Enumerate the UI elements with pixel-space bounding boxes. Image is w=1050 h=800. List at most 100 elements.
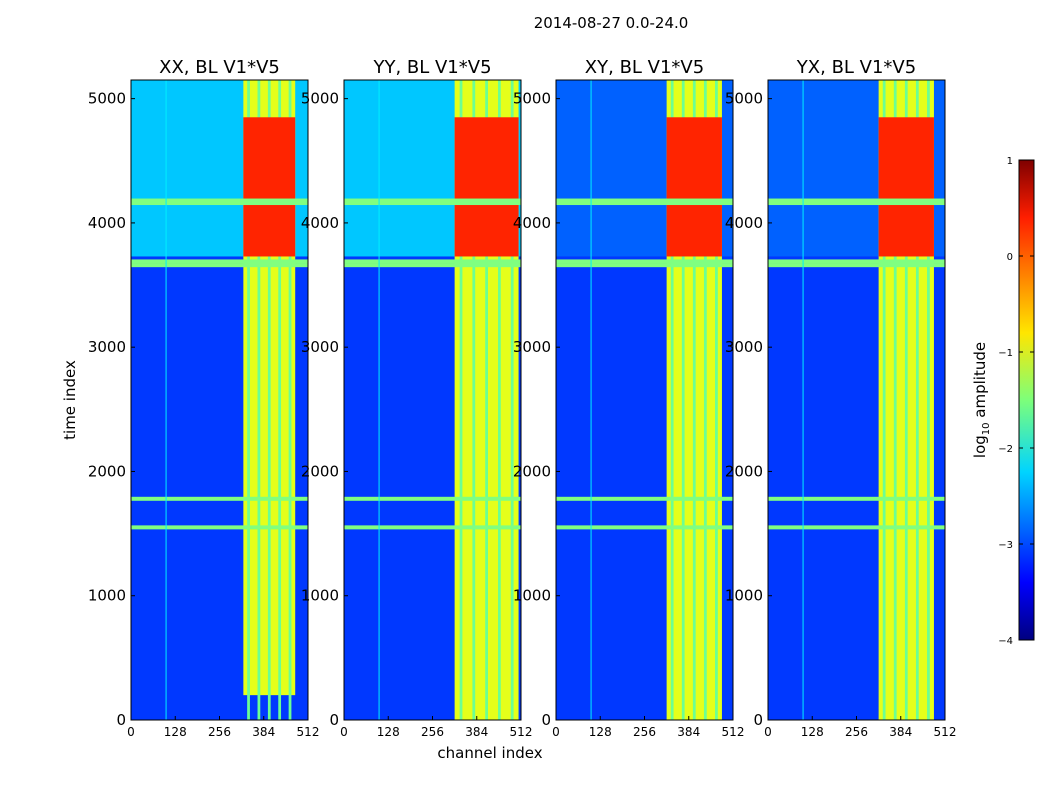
rfi-row (556, 496, 733, 501)
x-tick-label: 256 (845, 725, 868, 739)
band-stripe (703, 80, 707, 720)
y-tick-label: 1000 (725, 587, 763, 605)
colorbar-tick-label: −3 (998, 540, 1013, 551)
band-stripe (459, 80, 463, 720)
rfi-row (768, 259, 945, 264)
heatmap-image (768, 80, 945, 720)
band-hot-region (454, 117, 519, 257)
y-tick-label: 5000 (88, 90, 126, 108)
colorbar-tick-label: −2 (998, 444, 1013, 455)
panel-title: XX, BL V1*V5 (159, 57, 280, 78)
y-tick-label: 2000 (88, 462, 126, 480)
rfi-row (344, 198, 521, 203)
rfi-row (768, 525, 945, 530)
channel-line (378, 80, 380, 720)
band-stripe (681, 80, 685, 720)
x-tick-label: 128 (801, 725, 824, 739)
y-tick-label: 5000 (725, 90, 763, 108)
rfi-row (131, 525, 308, 530)
y-tick-label: 5000 (301, 90, 339, 108)
y-tick-label: 3000 (513, 338, 551, 356)
colorbar-label: log10 amplitude (971, 342, 992, 458)
band-stripe (267, 80, 271, 720)
colorbar-tick-label: −4 (998, 636, 1013, 647)
colorbar-label-prefix: log (971, 435, 989, 458)
y-tick-label: 4000 (88, 214, 126, 232)
rfi-row (131, 263, 308, 268)
x-tick-label: 384 (677, 725, 700, 739)
rfi-row (344, 525, 521, 530)
y-axis-label: time index (61, 360, 79, 440)
panel-title: YX, BL V1*V5 (796, 57, 916, 78)
y-tick-label: 5000 (513, 90, 551, 108)
y-tick-label: 3000 (301, 338, 339, 356)
band-stripe (498, 80, 501, 720)
band-stripe (247, 80, 250, 720)
band-stripe (882, 80, 886, 720)
rfi-row (131, 496, 308, 501)
y-tick-label: 0 (116, 711, 126, 729)
band-stripe (893, 80, 897, 720)
rfi-row (768, 198, 945, 203)
colorbar-ticks: 1 0 −1 −2 −3 −4 (998, 156, 1034, 647)
x-tick-label: 384 (465, 725, 488, 739)
rfi-row (344, 259, 521, 264)
colorbar-tick-label: −1 (998, 348, 1013, 359)
colorbar-tick-label: 1 (1007, 156, 1013, 167)
y-tick-label: 2000 (725, 462, 763, 480)
channel-line (165, 80, 167, 720)
x-tick-label: 256 (421, 725, 444, 739)
y-tick-label: 1000 (513, 587, 551, 605)
band-stripe (927, 80, 930, 720)
y-tick-label: 3000 (88, 338, 126, 356)
band-stripe (288, 80, 292, 720)
x-tick-label: 128 (164, 725, 187, 739)
x-tick-label: 128 (377, 725, 400, 739)
band-hot-region (666, 117, 722, 257)
y-tick-label: 4000 (513, 214, 551, 232)
heatmap-image (556, 80, 733, 720)
x-tick-label: 512 (510, 725, 533, 739)
x-tick-label: 512 (297, 725, 320, 739)
rfi-row (768, 263, 945, 268)
panel-1: XX, BL V1*V5 0 128 256 384 512 0 1000 2000 3000 40… (88, 57, 320, 739)
y-tick-label: 0 (329, 711, 339, 729)
rfi-row (344, 201, 521, 206)
x-tick-label: 256 (633, 725, 656, 739)
x-tick-label: 384 (889, 725, 912, 739)
band-hot-region (243, 117, 296, 257)
x-tick-label: 384 (252, 725, 275, 739)
x-tick-label: 0 (764, 725, 772, 739)
band-stripe (904, 80, 908, 720)
colorbar-label-suffix: amplitude (971, 342, 989, 423)
rfi-row (556, 263, 733, 268)
rfi-row (556, 259, 733, 264)
band-stripe (472, 80, 476, 720)
panel-2: YY, BL V1*V5 0 128 256 384 512 0 1000 2000 3000 40… (301, 57, 533, 739)
channel-line (802, 80, 804, 720)
band-stripe (485, 80, 488, 720)
rfi-row (344, 263, 521, 268)
colorbar: 10−1−2−3−4 log10 amplitude (971, 156, 1035, 647)
y-tick-label: 4000 (301, 214, 339, 232)
panel-3: XY, BL V1*V5 0 128 256 384 512 0 1000 2000 3000 40… (513, 57, 745, 739)
band-hot-region (878, 117, 934, 257)
x-tick-label: 0 (340, 725, 348, 739)
figure-suptitle: 2014-08-27 0.0-24.0 (534, 14, 689, 32)
panel-title: YY, BL V1*V5 (372, 57, 491, 78)
y-tick-label: 0 (541, 711, 551, 729)
band-stripe (915, 80, 919, 720)
x-tick-label: 512 (934, 725, 957, 739)
panel-title: XY, BL V1*V5 (585, 57, 704, 78)
rfi-row (556, 525, 733, 530)
y-tick-label: 2000 (513, 462, 551, 480)
panels-group: XX, BL V1*V5 0 128 256 384 512 0 1000 2000 3000 40… (88, 57, 957, 739)
rfi-row (768, 496, 945, 501)
heatmap-image (131, 80, 308, 720)
heatmap-image (344, 80, 521, 720)
band-stripe (670, 80, 674, 720)
x-axis-label: channel index (437, 744, 542, 762)
rfi-row (556, 201, 733, 206)
rfi-row (131, 201, 308, 206)
